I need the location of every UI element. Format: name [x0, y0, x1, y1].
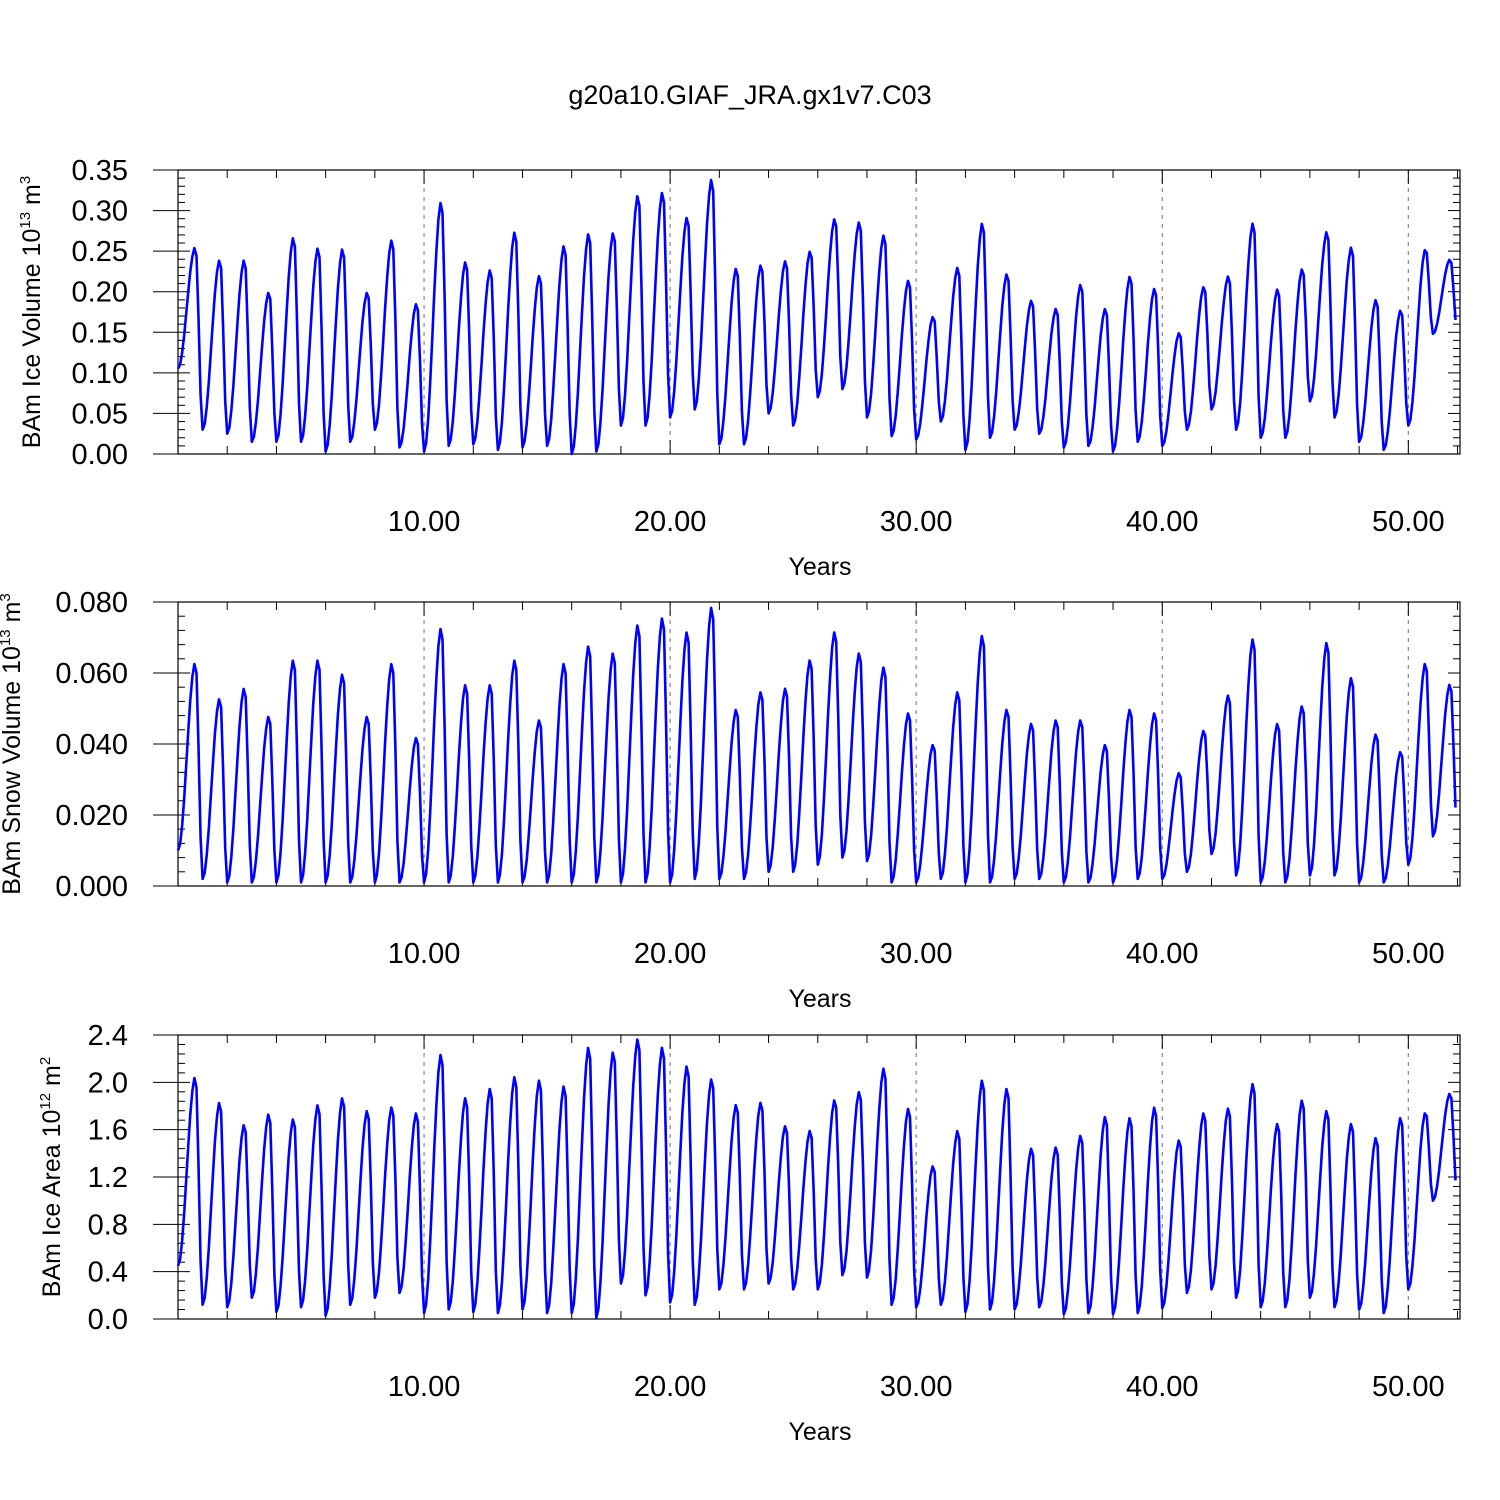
y-tick-label: 0.10 [72, 358, 128, 390]
y-tick-label: 0.060 [55, 658, 128, 690]
x-tick-label: 30.00 [880, 1371, 953, 1403]
y-tick-label: 0.000 [55, 871, 128, 903]
y-tick-label: 2.0 [88, 1067, 128, 1099]
y-tick-label: 0.05 [72, 398, 128, 430]
y-tick-label: 0.020 [55, 800, 128, 832]
y-tick-label: 0.040 [55, 729, 128, 761]
x-tick-label: 40.00 [1126, 506, 1199, 538]
x-axis-label: Years [788, 1418, 851, 1446]
series-line [176, 606, 1457, 884]
y-tick-label: 0.0 [88, 1304, 128, 1336]
x-tick-label: 50.00 [1372, 1371, 1445, 1403]
y-axis-label: BAm Snow Volume 1013 m3 [0, 593, 26, 895]
x-tick-label: 30.00 [880, 938, 953, 970]
y-axis-label-text: BAm Ice Area 10 [38, 1110, 66, 1298]
y-tick-label: 1.6 [88, 1115, 128, 1147]
y-tick-label: 0.8 [88, 1209, 128, 1241]
y-tick-label: 0.35 [72, 155, 128, 187]
x-tick-label: 10.00 [388, 1371, 461, 1403]
x-tick-label: 20.00 [634, 506, 707, 538]
y-tick-label: 0.080 [55, 587, 128, 619]
y-axis-label-unit: m [38, 1065, 66, 1093]
y-tick-label: 0.15 [72, 317, 128, 349]
x-tick-label: 40.00 [1126, 1371, 1199, 1403]
x-tick-label: 10.00 [388, 938, 461, 970]
panel-1: 0.00 0.05 0.10 0.15 0.20 0.25 0.30 0.35 10.00 20.… [17, 155, 1461, 581]
y-tick-label: 0.20 [72, 277, 128, 309]
y-axis-label-unit-exponent: 3 [17, 176, 34, 184]
y-axis-label-text: BAm Snow Volume 10 [0, 646, 26, 895]
x-tick-label: 50.00 [1372, 938, 1445, 970]
y-axis-label-unit-exponent: 2 [37, 1057, 54, 1065]
x-tick-label: 10.00 [388, 506, 461, 538]
series-line [176, 178, 1457, 456]
y-axis-label-unit: m [18, 184, 46, 212]
x-tick-label: 40.00 [1126, 938, 1199, 970]
x-tick-label: 20.00 [634, 1371, 707, 1403]
y-axis-label-unit-exponent: 3 [0, 593, 14, 601]
y-axis-label-exponent: 13 [0, 629, 14, 646]
y-axis-label: BAm Ice Volume 1013 m3 [17, 176, 46, 448]
plot-frame [177, 169, 1461, 455]
panel-3: 0.0 0.4 0.8 1.2 1.6 2.0 2.4 10.00 20.00 30.00 40.0… [37, 1020, 1461, 1446]
y-axis-label-exponent: 12 [37, 1093, 54, 1110]
y-axis-label-exponent: 13 [17, 212, 34, 229]
y-axis-label: BAm Ice Area 1012 m2 [37, 1057, 66, 1297]
y-axis-label-text: BAm Ice Volume 10 [18, 229, 46, 449]
y-tick-label: 2.4 [88, 1020, 128, 1052]
y-tick-label: 0.25 [72, 236, 128, 268]
series-line [176, 1038, 1457, 1320]
x-axis-label: Years [788, 985, 851, 1013]
y-tick-label: 0.30 [72, 196, 128, 228]
figure-title: g20a10.GIAF_JRA.gx1v7.C03 [568, 80, 931, 110]
panel-2: 0.000 0.020 0.040 0.060 0.080 10.00 20.00 30.00… [0, 587, 1461, 1013]
x-tick-label: 30.00 [880, 506, 953, 538]
y-tick-label: 0.4 [88, 1257, 128, 1289]
y-tick-label: 0.00 [72, 439, 128, 471]
x-tick-label: 50.00 [1372, 506, 1445, 538]
x-tick-label: 20.00 [634, 938, 707, 970]
y-tick-label: 1.2 [88, 1162, 128, 1194]
x-axis-label: Years [788, 553, 851, 581]
y-axis-label-unit: m [0, 602, 26, 630]
